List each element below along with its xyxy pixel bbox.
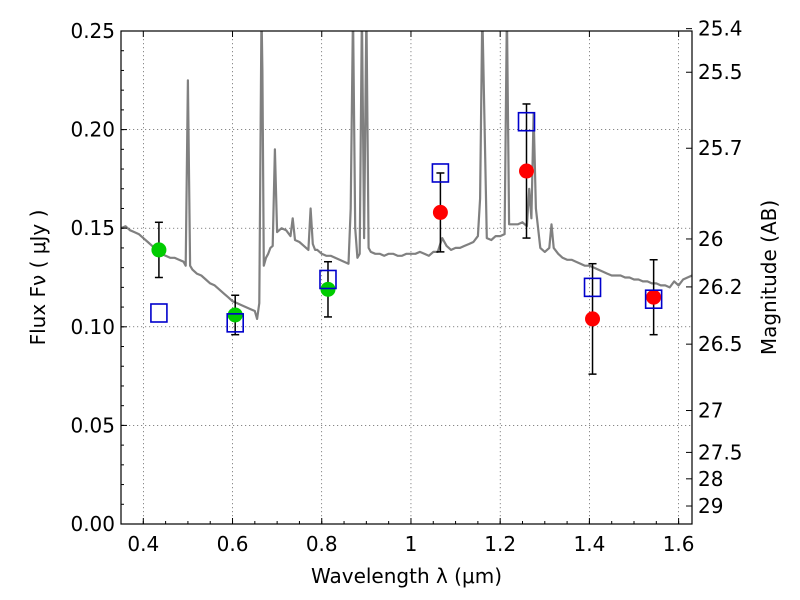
ticks: 0.4 0.6 0.8 1 1.2 1.4 1.6 0.00 0.05 0.10 0.15 0.20 0… <box>70 17 742 556</box>
x-tick-label: 0.4 <box>127 532 159 556</box>
measured-flux-point <box>227 307 243 323</box>
measured-flux-point <box>646 289 662 305</box>
magnitude-tick-label: 26 <box>698 227 723 251</box>
magnitude-tick-label: 29 <box>698 494 723 518</box>
x-tick-label: 1.4 <box>573 532 605 556</box>
magnitude-tick-label: 25.7 <box>698 136 743 160</box>
measured-flux-point <box>320 281 336 297</box>
model-flux-square <box>226 313 244 333</box>
y-tick-label: 0.25 <box>70 19 115 43</box>
x-tick-label: 0.6 <box>217 532 249 556</box>
measured-flux-point <box>585 311 601 327</box>
magnitude-tick-label: 26.2 <box>698 275 743 299</box>
magnitude-tick-label: 25.4 <box>698 17 743 41</box>
measured-flux-point <box>518 163 534 179</box>
y-tick-label: 0.20 <box>70 118 115 142</box>
y-tick-label: 0.15 <box>70 216 115 240</box>
x-tick-label: 1.6 <box>663 532 695 556</box>
x-axis-title: Wavelength λ (μm) <box>311 564 502 588</box>
measured-flux-point <box>151 242 167 258</box>
magnitude-tick-label: 25.5 <box>698 60 743 84</box>
y-tick-label: 0.00 <box>70 512 115 536</box>
magnitude-axis-title: Magnitude (AB) <box>757 200 781 355</box>
x-tick-label: 1.2 <box>484 532 516 556</box>
measured-flux-point <box>432 204 448 220</box>
magnitude-tick-label: 27.5 <box>698 440 743 464</box>
model-flux-square <box>319 269 337 290</box>
magnitude-tick-label: 27 <box>698 399 723 423</box>
series <box>121 31 692 375</box>
spectrum-line <box>121 31 692 320</box>
y-axis-title: Flux Fν ( μJy ) <box>26 210 50 346</box>
plot-frame <box>120 30 693 525</box>
y-tick-label: 0.05 <box>70 413 115 437</box>
model-flux-square <box>150 303 168 323</box>
grid <box>121 31 692 524</box>
model-flux-square <box>644 289 663 309</box>
model-flux-square <box>431 163 450 183</box>
y-tick-label: 0.10 <box>70 315 115 339</box>
x-tick-label: 0.8 <box>306 532 338 556</box>
model-flux-square <box>517 111 536 132</box>
magnitude-tick-label: 28 <box>698 467 723 491</box>
model-flux-square <box>583 277 602 298</box>
magnitude-tick-label: 26.5 <box>698 332 743 356</box>
x-tick-label: 1 <box>405 532 418 556</box>
